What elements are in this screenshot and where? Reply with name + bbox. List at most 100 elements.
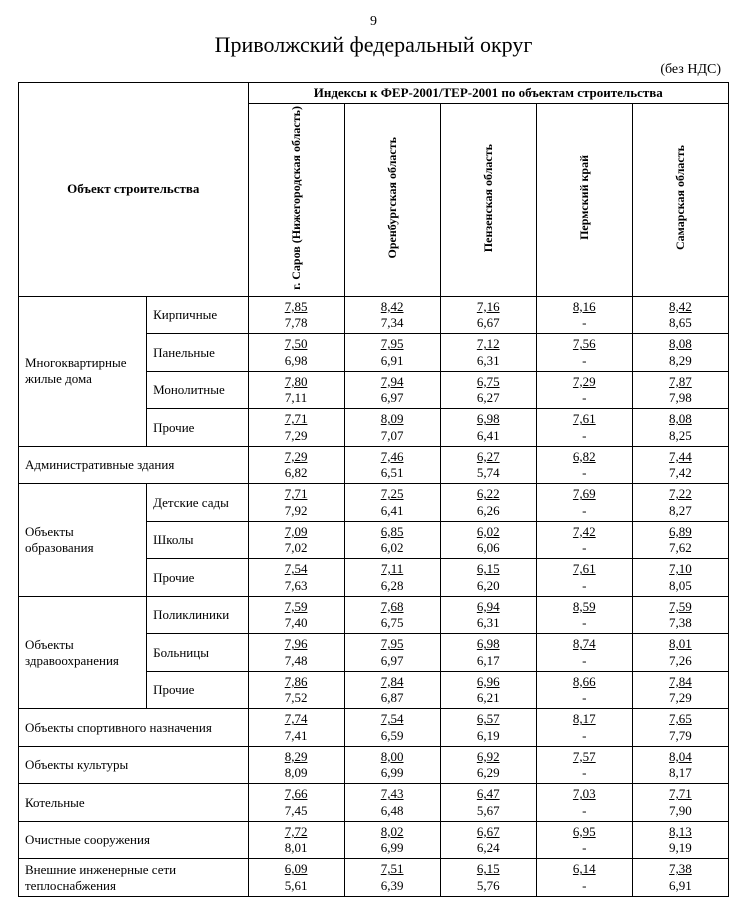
region-column-header: Пермский край — [536, 104, 632, 297]
value-cell: 7,296,82 — [248, 446, 344, 484]
value-cell: 8,298,09 — [248, 746, 344, 784]
value-cell: 7,867,52 — [248, 671, 344, 709]
value-cell: 7,956,97 — [344, 634, 440, 672]
value-cell: 7,256,41 — [344, 484, 440, 522]
value-cell: 7,657,79 — [632, 709, 728, 747]
category-cell: Объекты культуры — [19, 746, 249, 784]
value-cell: 7,728,01 — [248, 821, 344, 859]
value-cell: 6,946,31 — [440, 596, 536, 634]
value-cell: 8,16- — [536, 296, 632, 334]
subcategory-cell: Детские сады — [147, 484, 248, 522]
value-cell: 8,006,99 — [344, 746, 440, 784]
value-cell: 8,59- — [536, 596, 632, 634]
value-cell: 7,807,11 — [248, 371, 344, 409]
value-cell: 8,097,07 — [344, 409, 440, 447]
value-cell: 6,026,06 — [440, 521, 536, 559]
value-cell: 7,717,90 — [632, 784, 728, 822]
value-cell: 6,856,02 — [344, 521, 440, 559]
value-cell: 7,61- — [536, 559, 632, 597]
category-cell: Котельные — [19, 784, 249, 822]
subcategory-cell: Прочие — [147, 409, 248, 447]
vat-note: (без НДС) — [18, 62, 721, 78]
value-cell: 8,428,65 — [632, 296, 728, 334]
category-cell: Объекты спортивного назначения — [19, 709, 249, 747]
subcategory-cell: Больницы — [147, 634, 248, 672]
value-cell: 6,897,62 — [632, 521, 728, 559]
value-cell: 6,275,74 — [440, 446, 536, 484]
value-cell: 7,597,38 — [632, 596, 728, 634]
value-cell: 6,82- — [536, 446, 632, 484]
value-cell: 8,048,17 — [632, 746, 728, 784]
value-cell: 6,156,20 — [440, 559, 536, 597]
region-column-header: Оренбургская область — [344, 104, 440, 297]
value-cell: 7,877,98 — [632, 371, 728, 409]
value-cell: 7,847,29 — [632, 671, 728, 709]
value-cell: 7,946,97 — [344, 371, 440, 409]
region-column-header: г. Саров (Нижегородская область) — [248, 104, 344, 297]
value-cell: 7,097,02 — [248, 521, 344, 559]
value-cell: 7,166,67 — [440, 296, 536, 334]
value-cell: 7,69- — [536, 484, 632, 522]
value-cell: 7,667,45 — [248, 784, 344, 822]
value-cell: 6,226,26 — [440, 484, 536, 522]
value-cell: 6,986,41 — [440, 409, 536, 447]
value-cell: 8,088,25 — [632, 409, 728, 447]
value-cell: 8,427,34 — [344, 296, 440, 334]
value-cell: 8,088,29 — [632, 334, 728, 372]
value-cell: 8,74- — [536, 634, 632, 672]
value-cell: 7,516,39 — [344, 859, 440, 897]
subcategory-cell: Кирпичные — [147, 296, 248, 334]
subcategory-cell: Панельные — [147, 334, 248, 372]
value-cell: 7,447,42 — [632, 446, 728, 484]
subcategory-cell: Прочие — [147, 559, 248, 597]
value-cell: 7,747,41 — [248, 709, 344, 747]
value-cell: 7,857,78 — [248, 296, 344, 334]
value-cell: 7,717,92 — [248, 484, 344, 522]
value-cell: 8,17- — [536, 709, 632, 747]
value-cell: 7,57- — [536, 746, 632, 784]
category-cell: Очистные сооружения — [19, 821, 249, 859]
value-cell: 8,026,99 — [344, 821, 440, 859]
category-cell: Многоквартирные жилые дома — [19, 296, 147, 446]
value-cell: 7,546,59 — [344, 709, 440, 747]
subcategory-cell: Школы — [147, 521, 248, 559]
value-cell: 6,95- — [536, 821, 632, 859]
value-cell: 6,986,17 — [440, 634, 536, 672]
value-cell: 7,228,27 — [632, 484, 728, 522]
value-cell: 7,547,63 — [248, 559, 344, 597]
value-cell: 7,29- — [536, 371, 632, 409]
category-cell: Внешние инженерные сети теплоснабжения — [19, 859, 249, 897]
category-cell: Объекты здравоохранения — [19, 596, 147, 709]
value-cell: 8,017,26 — [632, 634, 728, 672]
value-cell: 7,956,91 — [344, 334, 440, 372]
value-cell: 7,466,51 — [344, 446, 440, 484]
value-cell: 7,436,48 — [344, 784, 440, 822]
value-cell: 7,126,31 — [440, 334, 536, 372]
value-cell: 7,597,40 — [248, 596, 344, 634]
value-cell: 6,155,76 — [440, 859, 536, 897]
value-cell: 7,116,28 — [344, 559, 440, 597]
region-title: Приволжский федеральный округ — [18, 32, 729, 58]
indices-header: Индексы к ФЕР-2001/ТЕР-2001 по объектам … — [248, 83, 728, 104]
value-cell: 6,576,19 — [440, 709, 536, 747]
value-cell: 7,03- — [536, 784, 632, 822]
category-cell: Административные здания — [19, 446, 249, 484]
indices-table: Объект строительства Индексы к ФЕР-2001/… — [18, 82, 729, 897]
subcategory-cell: Поликлиники — [147, 596, 248, 634]
page-number: 9 — [18, 14, 729, 30]
value-cell: 7,61- — [536, 409, 632, 447]
value-cell: 8,66- — [536, 671, 632, 709]
value-cell: 6,095,61 — [248, 859, 344, 897]
category-cell: Объекты образования — [19, 484, 147, 597]
value-cell: 7,386,91 — [632, 859, 728, 897]
subcategory-cell: Монолитные — [147, 371, 248, 409]
value-cell: 6,14- — [536, 859, 632, 897]
value-cell: 6,676,24 — [440, 821, 536, 859]
value-cell: 7,42- — [536, 521, 632, 559]
value-cell: 6,475,67 — [440, 784, 536, 822]
value-cell: 7,506,98 — [248, 334, 344, 372]
value-cell: 7,967,48 — [248, 634, 344, 672]
value-cell: 7,717,29 — [248, 409, 344, 447]
value-cell: 7,56- — [536, 334, 632, 372]
value-cell: 7,108,05 — [632, 559, 728, 597]
